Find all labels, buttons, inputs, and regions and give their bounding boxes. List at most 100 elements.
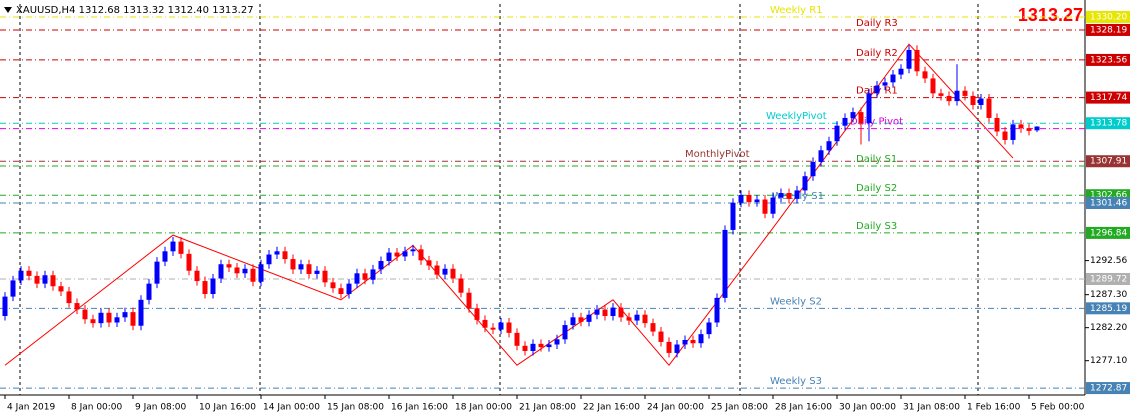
price-tag-label: 1307.91 — [1090, 157, 1127, 167]
candle-body — [690, 339, 696, 344]
level-name: WeeklyPivot — [766, 111, 827, 122]
candle-body — [34, 275, 40, 284]
price-tag-label: 1285.19 — [1090, 304, 1127, 314]
candle-body — [586, 314, 592, 322]
candle-body — [234, 267, 240, 274]
x-tick-label: 21 Jan 08:00 — [519, 403, 576, 413]
candle-body — [466, 292, 472, 309]
candle-body — [1018, 124, 1024, 129]
level-name: Weekly S2 — [770, 296, 822, 307]
candle-body — [514, 332, 520, 346]
x-tick-label: 14 Jan 00:00 — [263, 403, 320, 413]
price-tag — [1086, 117, 1130, 130]
candle-body — [946, 95, 952, 102]
candle-body — [306, 264, 312, 274]
level-name: Daily S1 — [856, 154, 897, 165]
level-name: Weekly R1 — [770, 5, 823, 16]
candle-body — [530, 343, 536, 351]
candle-body — [210, 278, 216, 295]
candle-body — [898, 68, 904, 75]
candle-body — [282, 251, 288, 260]
candle-body — [930, 78, 936, 94]
candle-body — [162, 251, 168, 262]
candle-body — [386, 252, 392, 261]
candle-body — [482, 319, 488, 328]
candle-body — [826, 141, 832, 151]
candle-body — [970, 95, 976, 105]
candle-body — [186, 253, 192, 271]
price-tag — [1086, 91, 1130, 104]
candle-body — [346, 283, 352, 295]
candle-body — [802, 176, 808, 191]
level-name: Daily S2 — [856, 183, 897, 194]
y-tick-label: 1292.56 — [1090, 256, 1127, 266]
candle-body — [778, 193, 784, 198]
x-tick-label: 15 Jan 08:00 — [327, 403, 384, 413]
level-name: MonthlyPivot — [685, 149, 750, 160]
candle-body — [730, 202, 736, 230]
candle-body — [298, 264, 304, 270]
price-tag — [1086, 302, 1130, 315]
candle-body — [450, 268, 456, 279]
price-tag — [1086, 196, 1130, 209]
x-tick-label: 9 Jan 08:00 — [135, 403, 187, 413]
candle-body — [554, 339, 560, 345]
x-tick-label: 24 Jan 00:00 — [647, 403, 704, 413]
x-tick-label: 10 Jan 16:00 — [199, 403, 256, 413]
candle-body — [722, 229, 728, 298]
price-tag-label: 1317.74 — [1090, 93, 1127, 103]
candle-body — [578, 317, 584, 322]
candle-body — [754, 199, 760, 203]
candle-body — [546, 344, 552, 348]
level-name: Daily S3 — [856, 221, 897, 232]
candle-body — [1034, 126, 1040, 131]
candle-body — [1026, 128, 1032, 131]
candle-body — [954, 90, 960, 102]
candle-body — [338, 288, 344, 295]
candle-body — [106, 312, 112, 323]
candle-body — [658, 331, 664, 342]
candle-body — [218, 264, 224, 279]
price-tag — [1086, 382, 1130, 395]
candle-body — [74, 303, 80, 310]
menu-icon — [4, 7, 12, 13]
candle-body — [82, 309, 88, 320]
candle-body — [490, 327, 496, 330]
y-tick-label: 1287.30 — [1090, 290, 1127, 300]
candle-body — [18, 270, 24, 281]
candle-body — [938, 93, 944, 96]
candle-body — [370, 269, 376, 280]
candle-body — [922, 71, 928, 79]
candle-body — [794, 190, 800, 199]
candle-body — [26, 270, 32, 276]
y-tick-label: 1282.20 — [1090, 323, 1127, 333]
x-tick-label: 16 Jan 16:00 — [391, 403, 448, 413]
candle-body — [418, 249, 424, 261]
candle-body — [874, 85, 880, 94]
candle-body — [322, 270, 328, 283]
candle-body — [626, 317, 632, 321]
level-name: Weekly S3 — [770, 376, 822, 387]
candle-body — [810, 161, 816, 177]
level-name: Daily R2 — [856, 48, 898, 59]
candle-body — [786, 193, 792, 199]
level-name: Daily R3 — [856, 18, 898, 29]
candle-body — [458, 278, 464, 293]
candle-body — [202, 281, 208, 295]
candle-body — [178, 241, 184, 254]
candle-body — [850, 112, 856, 118]
candle-body — [250, 268, 256, 282]
x-tick-label: 5 Feb 00:00 — [1031, 403, 1085, 413]
candle-body — [394, 252, 400, 257]
candle-body — [42, 275, 48, 284]
candle-body — [906, 49, 912, 69]
candle-body — [818, 150, 824, 162]
candle-body — [98, 312, 104, 324]
candle-body — [226, 264, 232, 268]
candle-body — [1002, 131, 1008, 140]
candle-body — [762, 199, 768, 214]
candle-body — [170, 241, 176, 252]
x-tick-label: 4 Jan 2019 — [7, 403, 55, 413]
